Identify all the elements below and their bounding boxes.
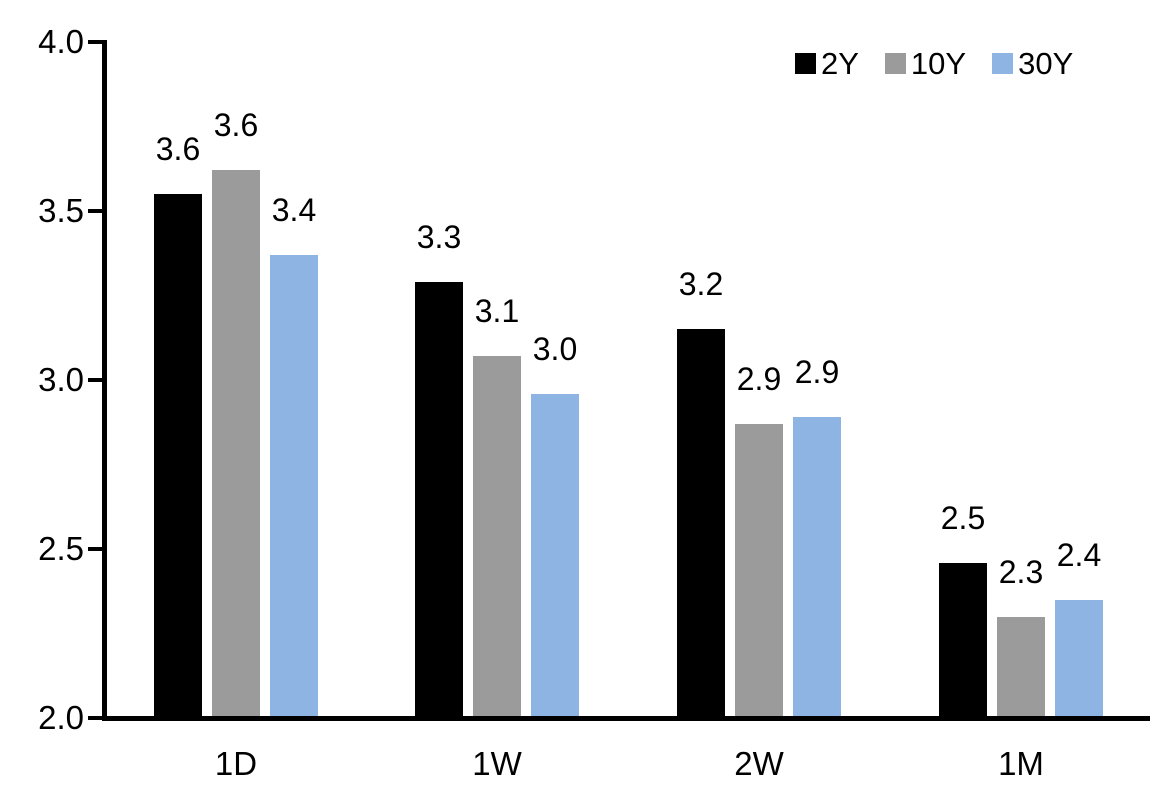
bar-value-label: 2.5 <box>940 499 986 536</box>
bar-value-label: 3.3 <box>416 218 462 255</box>
y-tick-mark <box>88 716 103 720</box>
bar-10y-1w <box>473 356 521 716</box>
bar-2y-1d <box>154 194 202 716</box>
bar-value-label: 3.1 <box>474 293 520 330</box>
x-axis-line <box>102 716 1150 721</box>
bar-10y-1m <box>997 616 1045 716</box>
bar-value-label: 3.4 <box>271 191 317 228</box>
y-axis-line <box>102 40 107 721</box>
bar-value-label: 2.9 <box>736 360 782 397</box>
bar-30y-1m <box>1055 599 1103 716</box>
y-tick-label: 4.0 <box>38 23 84 60</box>
bar-value-label: 2.9 <box>794 354 840 391</box>
y-tick-label: 2.5 <box>38 530 84 567</box>
bar-2y-2w <box>677 329 725 716</box>
bar-2y-1m <box>939 562 987 716</box>
bar-10y-2w <box>735 423 783 716</box>
bar-value-label: 3.6 <box>155 131 201 168</box>
y-tick-mark <box>88 547 103 551</box>
legend: 2Y 10Y 30Y <box>795 48 1073 79</box>
x-tick-label-1w: 1W <box>472 745 522 782</box>
bar-value-label: 2.3 <box>998 553 1044 590</box>
legend-item-30y: 30Y <box>992 48 1073 79</box>
bar-2y-1w <box>415 281 463 716</box>
bar-30y-2w <box>793 417 841 716</box>
legend-label-10y: 10Y <box>910 46 967 81</box>
legend-swatch-30y <box>992 53 1014 74</box>
bar-value-label: 3.2 <box>678 266 724 303</box>
bar-10y-1d <box>212 170 260 716</box>
bar-30y-1d <box>270 254 318 716</box>
legend-swatch-10y <box>884 53 906 74</box>
y-tick-label: 3.5 <box>38 192 84 229</box>
legend-item-10y: 10Y <box>884 46 967 81</box>
bar-value-label: 2.4 <box>1056 536 1102 573</box>
legend-item-2y: 2Y <box>795 48 859 79</box>
legend-label-30y: 30Y <box>1018 46 1074 81</box>
x-tick-label-1d: 1D <box>214 745 258 782</box>
y-tick-mark <box>88 378 103 382</box>
bar-value-label: 3.0 <box>532 330 578 367</box>
legend-label-2y: 2Y <box>821 46 859 81</box>
bar-30y-1w <box>531 393 579 716</box>
y-tick-mark <box>88 40 103 44</box>
y-tick-mark <box>88 209 103 213</box>
x-tick-label-2w: 2W <box>734 745 784 782</box>
legend-swatch-2y <box>795 53 816 74</box>
x-tick-label-1m: 1M <box>998 745 1044 782</box>
y-tick-label: 3.0 <box>38 361 84 398</box>
y-tick-label: 2.0 <box>38 699 84 736</box>
bar-value-label: 3.6 <box>213 107 259 144</box>
